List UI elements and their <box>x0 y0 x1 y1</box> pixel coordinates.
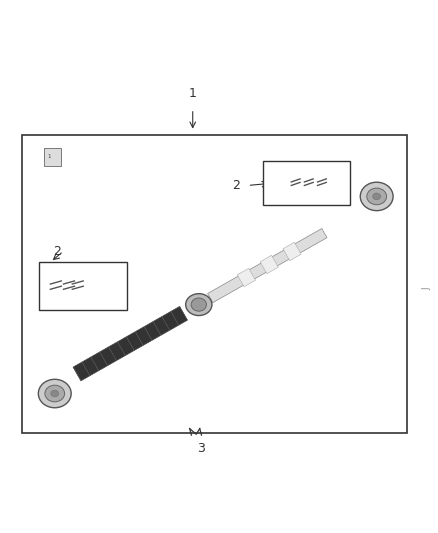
Ellipse shape <box>367 188 387 205</box>
Text: 2: 2 <box>53 245 61 258</box>
Ellipse shape <box>191 298 206 311</box>
Polygon shape <box>73 306 187 381</box>
Ellipse shape <box>39 379 71 408</box>
Ellipse shape <box>360 182 393 211</box>
Text: 2: 2 <box>233 179 240 192</box>
Ellipse shape <box>51 390 59 397</box>
Polygon shape <box>260 255 278 273</box>
Polygon shape <box>237 268 255 287</box>
Ellipse shape <box>373 193 381 200</box>
Bar <box>263 161 350 205</box>
Bar <box>22 135 407 433</box>
Polygon shape <box>283 243 301 261</box>
Ellipse shape <box>45 385 65 402</box>
Text: J: J <box>423 287 431 289</box>
Polygon shape <box>208 229 327 303</box>
Text: 3: 3 <box>198 442 205 455</box>
Polygon shape <box>44 148 61 166</box>
Text: 1: 1 <box>189 87 197 100</box>
Bar <box>39 262 127 310</box>
Ellipse shape <box>186 294 212 316</box>
Text: 1: 1 <box>47 154 51 159</box>
